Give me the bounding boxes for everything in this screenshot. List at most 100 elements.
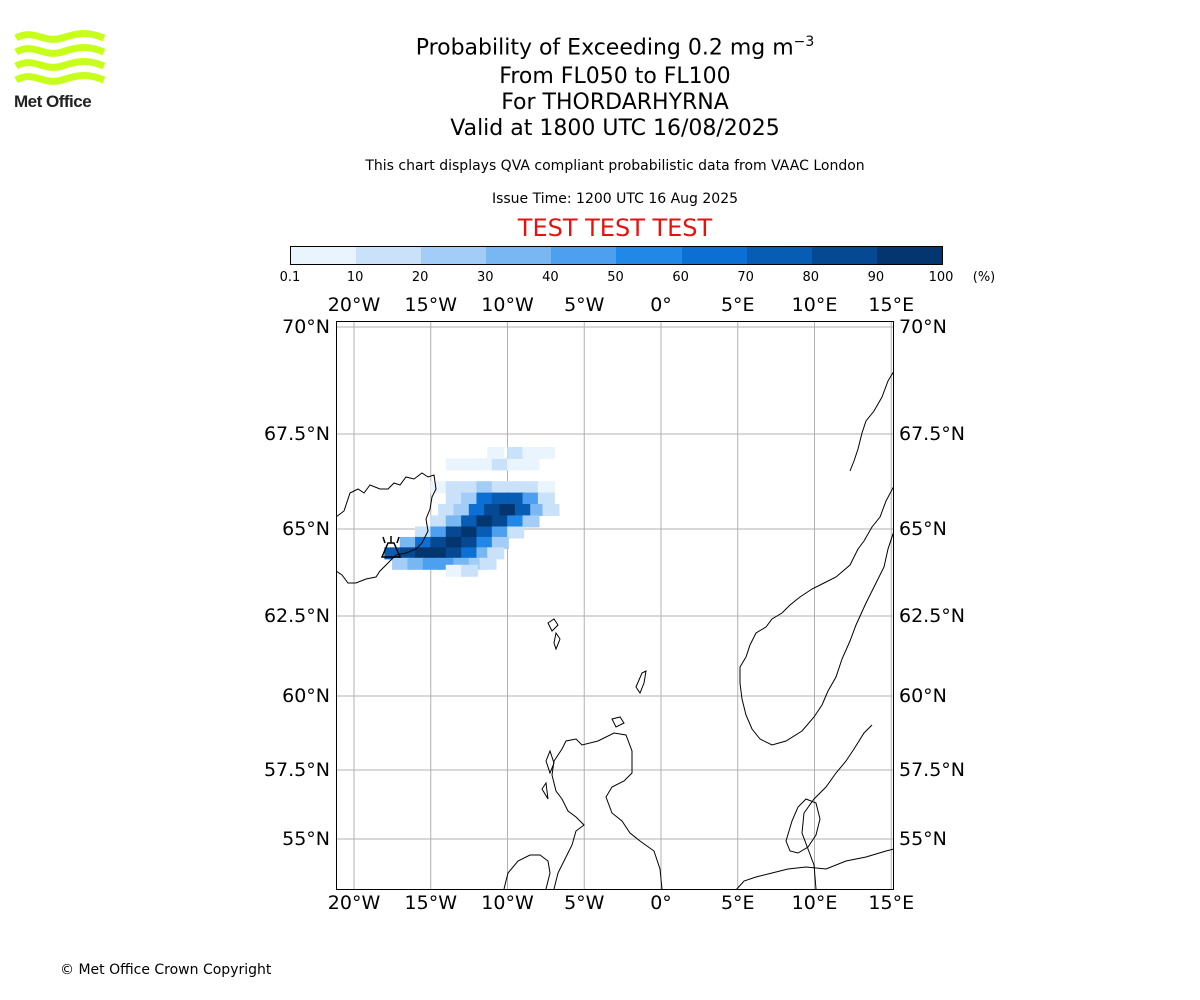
- plume-cell: [507, 515, 525, 528]
- colorbar-tick-label: 40: [542, 270, 559, 285]
- latitude-label-right: 57.5°N: [899, 759, 966, 781]
- plume-cell: [445, 526, 463, 539]
- plume-cell: [507, 447, 525, 459]
- longitude-label-top: 15°W: [404, 294, 457, 316]
- longitude-label-top: 10°W: [481, 294, 534, 316]
- plume-cell: [476, 526, 494, 539]
- plume-cell: [542, 504, 560, 516]
- plume-cell: [422, 557, 440, 570]
- ireland-coast: [503, 854, 551, 890]
- plume-cell: [507, 481, 525, 494]
- continent-coast: [735, 848, 894, 890]
- colorbar-tick-label: 10: [346, 270, 364, 285]
- plume-cell: [491, 481, 509, 494]
- chart-subtitle: This chart displays QVA compliant probab…: [365, 158, 865, 174]
- plume-cell: [537, 492, 555, 505]
- longitude-label-top: 10°E: [791, 294, 838, 316]
- plume-cell: [445, 564, 463, 577]
- plume-cell: [445, 515, 463, 528]
- longitude-label-bottom: 15°W: [404, 892, 457, 914]
- plume-cell: [514, 504, 532, 516]
- plume-cell: [476, 481, 494, 494]
- longitude-label-bottom: 10°E: [791, 892, 838, 914]
- plume-cell: [491, 492, 509, 505]
- volcano-name: For THORDARHYRNA: [501, 90, 729, 115]
- colorbar-segment: [616, 247, 682, 264]
- plume-cell: [461, 458, 479, 471]
- colorbar-tick-label: 30: [477, 270, 494, 285]
- plume-cell: [507, 458, 525, 471]
- met-office-logo: [14, 30, 106, 112]
- longitude-label-bottom: 15°E: [868, 892, 915, 914]
- copyright-notice: © Met Office Crown Copyright: [60, 962, 272, 978]
- plume-cell: [445, 547, 463, 560]
- longitude-label-top: 15°E: [868, 294, 915, 316]
- plume-cell: [461, 492, 479, 505]
- plume-cell: [399, 536, 417, 549]
- plume-cell: [487, 447, 505, 459]
- ash-probability-plume: [384, 447, 560, 577]
- plume-cell: [415, 526, 433, 539]
- plume-cell: [499, 504, 517, 516]
- plume-cell: [445, 492, 463, 505]
- plume-cell: [430, 515, 448, 528]
- plume-cell: [476, 536, 494, 549]
- plume-cell: [537, 481, 555, 494]
- plume-cell: [522, 492, 540, 505]
- latitude-label-left: 60°N: [282, 685, 330, 707]
- plume-cell: [468, 504, 486, 516]
- latitude-label-left: 70°N: [282, 316, 330, 338]
- longitude-label-bottom: 5°E: [720, 892, 755, 914]
- volcano-symbol: [380, 536, 402, 558]
- plume-cell: [392, 557, 410, 570]
- hebrides-coast: [541, 749, 555, 800]
- plume-cell: [491, 458, 509, 471]
- latitude-label-left: 62.5°N: [263, 605, 330, 627]
- colorbar-segment: [681, 247, 747, 264]
- norway-coast: [739, 485, 894, 746]
- longitude-label-bottom: 20°W: [327, 892, 381, 914]
- longitude-label-top: 0°: [650, 294, 672, 316]
- plume-cell: [453, 504, 471, 516]
- chart-title: Probability of Exceeding 0.2 mg m−3: [0, 28, 1200, 62]
- plume-cell: [491, 515, 509, 528]
- met-office-waves-icon: [14, 30, 106, 85]
- plume-cell: [461, 536, 479, 549]
- plume-cell: [476, 515, 494, 528]
- latitude-label-right: 60°N: [899, 685, 947, 707]
- plume-cell: [430, 547, 448, 560]
- colorbar-segment: [551, 247, 617, 264]
- plume-cell: [479, 557, 497, 570]
- plume-cell: [461, 564, 479, 577]
- met-office-logo-text: Met Office: [14, 92, 92, 111]
- plume-cell: [522, 447, 540, 459]
- plume-cell: [537, 447, 555, 459]
- plume-cell: [522, 458, 540, 471]
- map-panel: [336, 321, 894, 890]
- plume-cell: [461, 526, 479, 539]
- plume-cell: [507, 526, 525, 539]
- colorbar-tick-label: 0.1: [279, 270, 301, 285]
- longitude-label-bottom: 0°: [650, 892, 672, 914]
- latitude-label-right: 70°N: [899, 316, 947, 338]
- longitude-label-top: 5°W: [564, 294, 605, 316]
- issue-time: Issue Time: 1200 UTC 16 Aug 2025: [491, 191, 739, 207]
- plume-cell: [522, 515, 540, 528]
- map-border: [336, 321, 894, 890]
- norway-north-coast: [849, 370, 894, 472]
- colorbar-segment: [876, 247, 942, 264]
- latitude-label-right: 55°N: [899, 828, 947, 850]
- plume-cell: [461, 481, 479, 494]
- chart-title-text: Probability of Exceeding 0.2 mg m: [415, 35, 794, 61]
- map-canvas: [336, 321, 894, 890]
- plume-cell: [507, 492, 525, 505]
- colorbar-segment: [291, 247, 357, 264]
- plume-cell: [476, 458, 494, 471]
- plume-cell: [461, 515, 479, 528]
- latitude-label-right: 62.5°N: [899, 605, 966, 627]
- latitude-label-left: 55°N: [282, 828, 330, 850]
- faroe-islands-coast: [547, 618, 561, 651]
- colorbar-tick-label: 60: [672, 270, 689, 285]
- colorbar-tick-label: 20: [411, 270, 429, 285]
- plume-cell: [430, 526, 448, 539]
